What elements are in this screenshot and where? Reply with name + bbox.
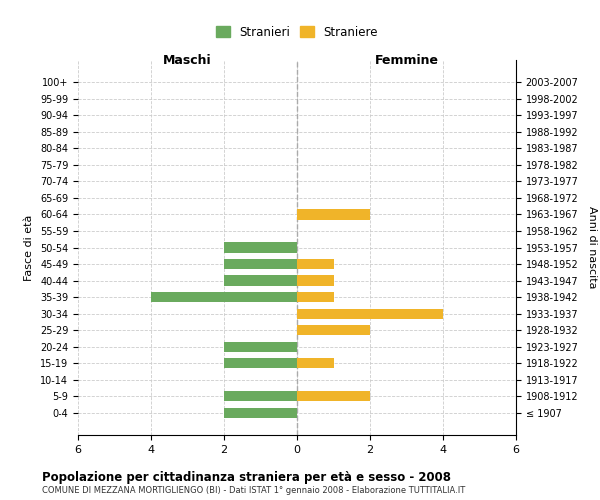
Legend: Stranieri, Straniere: Stranieri, Straniere xyxy=(211,21,383,44)
Text: COMUNE DI MEZZANA MORTIGLIENGO (BI) - Dati ISTAT 1° gennaio 2008 - Elaborazione : COMUNE DI MEZZANA MORTIGLIENGO (BI) - Da… xyxy=(42,486,465,495)
Bar xyxy=(297,276,334,285)
Bar xyxy=(224,391,297,402)
Bar xyxy=(297,325,370,336)
Bar xyxy=(224,242,297,252)
Bar xyxy=(297,358,334,368)
Y-axis label: Anni di nascita: Anni di nascita xyxy=(587,206,597,289)
Text: Femmine: Femmine xyxy=(374,54,439,68)
Bar xyxy=(151,292,297,302)
Bar xyxy=(297,292,334,302)
Bar xyxy=(297,308,443,319)
Bar xyxy=(297,391,370,402)
Bar xyxy=(297,210,370,220)
Text: Popolazione per cittadinanza straniera per età e sesso - 2008: Popolazione per cittadinanza straniera p… xyxy=(42,471,451,484)
Text: Maschi: Maschi xyxy=(163,54,212,68)
Bar xyxy=(297,259,334,269)
Y-axis label: Fasce di età: Fasce di età xyxy=(25,214,34,280)
Bar xyxy=(224,276,297,285)
Bar xyxy=(224,342,297,352)
Bar xyxy=(224,408,297,418)
Bar xyxy=(224,259,297,269)
Bar xyxy=(224,358,297,368)
